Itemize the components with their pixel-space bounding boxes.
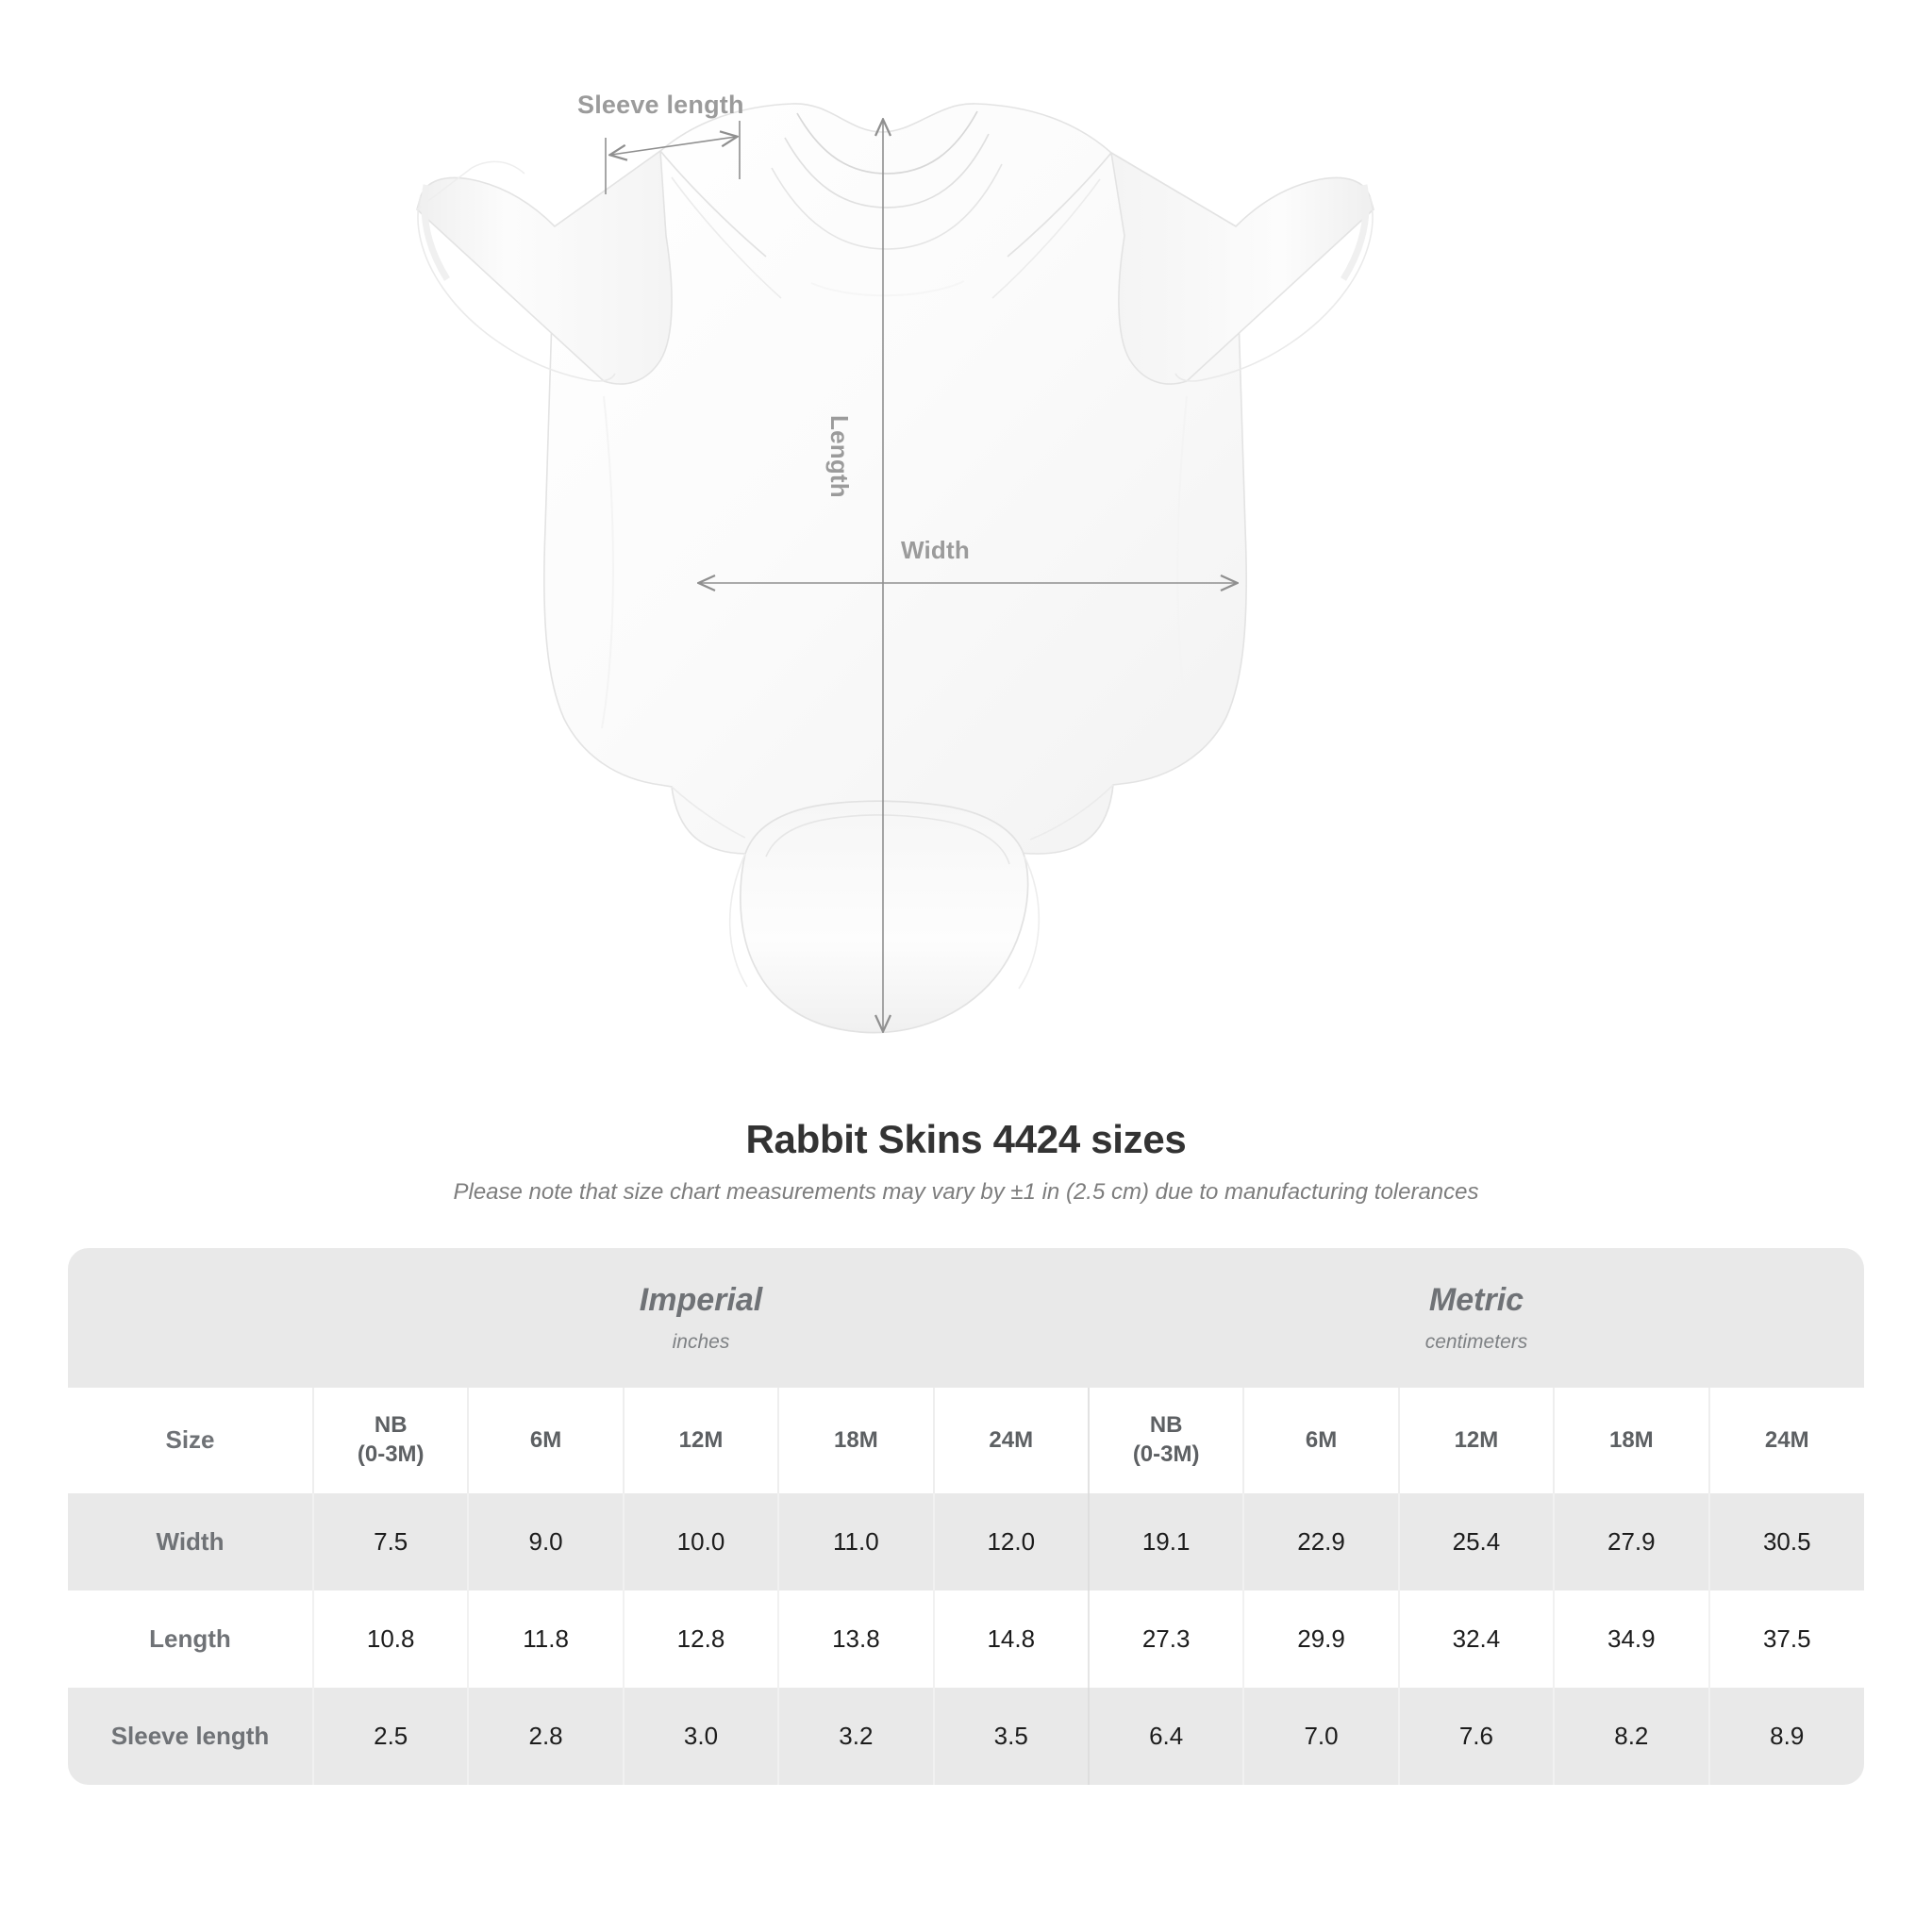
cell-value: 7.6 xyxy=(1397,1688,1555,1786)
cell-value: 12.8 xyxy=(622,1591,779,1689)
header-size-1: 6M xyxy=(467,1388,624,1494)
measurement-guides xyxy=(605,121,1236,1030)
cell-value: 19.1 xyxy=(1087,1493,1244,1591)
cell-value: 10.8 xyxy=(311,1591,469,1689)
cell-value: 7.0 xyxy=(1242,1688,1399,1786)
cell-value: 32.4 xyxy=(1397,1591,1555,1689)
bodysuit-body xyxy=(416,103,1374,1034)
header-size-3: 18M xyxy=(777,1388,934,1494)
header-size-5: NB (0-3M) xyxy=(1087,1388,1244,1494)
cell-value: 13.8 xyxy=(777,1591,934,1689)
header-size-2: 12M xyxy=(622,1388,779,1494)
header-size-7: 12M xyxy=(1397,1388,1555,1494)
unit-header-metric: Metric centimeters xyxy=(1088,1248,1864,1389)
unit-banner-row: Imperial inches Metric centimeters xyxy=(68,1248,1864,1389)
bodysuit-diagram-svg xyxy=(416,103,1374,1034)
unit-banner-spacer xyxy=(68,1248,313,1389)
cell-value: 8.2 xyxy=(1553,1688,1709,1786)
size-chart-table: Imperial inches Metric centimeters Size NB (0-… xyxy=(68,1248,1864,1786)
cell-value: 11.0 xyxy=(777,1493,934,1591)
row-label-sleeve-length: Sleeve length xyxy=(68,1688,313,1786)
cell-value: 34.9 xyxy=(1553,1591,1709,1689)
cell-value: 2.5 xyxy=(311,1688,469,1786)
header-size-6: 6M xyxy=(1242,1388,1399,1494)
header-size: Size xyxy=(68,1388,313,1494)
table-row: Length 10.8 11.8 12.8 13.8 14.8 27.3 29.9 32.4 34… xyxy=(68,1591,1864,1689)
cell-value: 3.2 xyxy=(777,1688,934,1786)
heading-block: Rabbit Skins 4424 sizes Please note that… xyxy=(0,1117,1932,1207)
column-header-row: Size NB (0-3M) 6M 12M 18M 24M NB (0-3M) 6M 12M 18M 2… xyxy=(68,1388,1864,1494)
unit-subtitle: inches xyxy=(672,1330,730,1353)
sleeve-length-label: Sleeve length xyxy=(577,91,744,119)
unit-subtitle: centimeters xyxy=(1424,1330,1528,1353)
cell-value: 9.0 xyxy=(467,1493,624,1591)
row-label-length: Length xyxy=(68,1591,313,1689)
cell-value: 10.0 xyxy=(622,1493,779,1591)
cell-value: 11.8 xyxy=(467,1591,624,1689)
cell-value: 30.5 xyxy=(1707,1493,1864,1591)
cell-value: 7.5 xyxy=(311,1493,469,1591)
cell-value: 12.0 xyxy=(932,1493,1089,1591)
cell-value: 6.4 xyxy=(1087,1688,1244,1786)
page-subtitle: Please note that size chart measurements… xyxy=(453,1179,1479,1206)
cell-value: 37.5 xyxy=(1707,1591,1864,1689)
cell-value: 27.3 xyxy=(1087,1591,1244,1689)
cell-value: 8.9 xyxy=(1707,1688,1864,1786)
sleeve-guide-line xyxy=(611,137,736,155)
cell-value: 2.8 xyxy=(467,1688,624,1786)
row-label-width: Width xyxy=(68,1493,313,1591)
header-size-9: 24M xyxy=(1707,1388,1864,1494)
size-table-container: Imperial inches Metric centimeters Size NB (0-… xyxy=(68,1248,1864,1786)
unit-name: Metric xyxy=(1428,1282,1524,1319)
table-row: Sleeve length 2.5 2.8 3.0 3.2 3.5 6.4 7.0 7.6 8.2… xyxy=(68,1688,1864,1786)
page-title: Rabbit Skins 4424 sizes xyxy=(745,1117,1187,1161)
header-size-0: NB (0-3M) xyxy=(311,1388,469,1494)
garment-illustration: Sleeve length Width Length xyxy=(416,91,1374,1034)
cell-value: 25.4 xyxy=(1397,1493,1555,1591)
cell-value: 14.8 xyxy=(932,1591,1089,1689)
unit-header-imperial: Imperial inches xyxy=(313,1248,1089,1389)
cell-value: 22.9 xyxy=(1242,1493,1399,1591)
header-size-8: 18M xyxy=(1553,1388,1709,1494)
table-row: Width 7.5 9.0 10.0 11.0 12.0 19.1 22.9 25.4 27.9 3… xyxy=(68,1493,1864,1591)
cell-value: 27.9 xyxy=(1553,1493,1709,1591)
cell-value: 29.9 xyxy=(1242,1591,1399,1689)
cell-value: 3.5 xyxy=(932,1688,1089,1786)
unit-name: Imperial xyxy=(639,1282,763,1319)
header-size-4: 24M xyxy=(932,1388,1089,1494)
cell-value: 3.0 xyxy=(622,1688,779,1786)
width-label: Width xyxy=(901,536,970,564)
length-label: Length xyxy=(825,415,854,498)
